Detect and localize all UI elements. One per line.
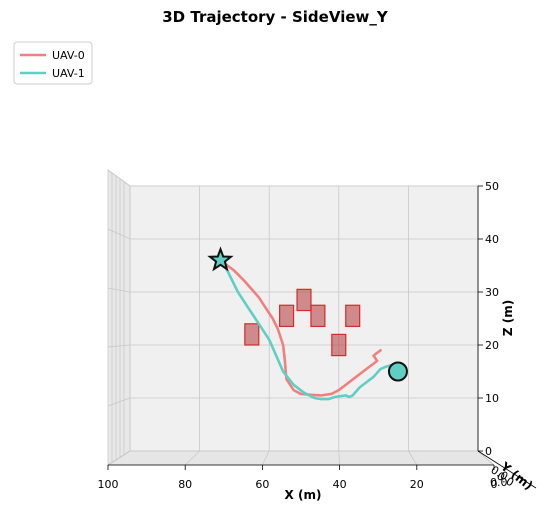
x-tick-label: 20 [410,478,424,491]
left-pane-gridline [107,169,131,187]
obstacle-box [244,323,260,346]
floor-gridline [477,450,495,466]
z-tick-label: 0 [485,445,492,458]
obstacles [244,288,361,357]
x-axis-label: X (m) [285,488,322,502]
floor-gridline [408,450,418,466]
legend-label-uav-1: UAV-1 [52,67,85,80]
trajectory-line-uav-0 [219,258,382,397]
z-tick-label: 10 [485,392,499,405]
obstacle-box [279,304,295,328]
axes-panes [106,169,496,466]
floor-gridline [338,450,340,466]
legend-label-uav-0: UAV-0 [52,49,85,62]
floor-gridlines [107,450,495,466]
end-circle-marker [387,361,408,382]
z-tick-label: 20 [485,339,499,352]
z-tick-label: 30 [485,286,499,299]
obstacle-box [310,304,326,328]
left-pane-gridlines [107,169,131,466]
x-tick-label: 80 [178,478,192,491]
obstacle-box [345,304,361,328]
x-tick-label: 100 [98,478,119,491]
left-pane [107,169,131,466]
floor-gridline [184,450,200,466]
trajectory-line-uav-1 [219,258,400,401]
start-star-marker [207,246,234,272]
back-pane [129,185,479,452]
floor-gridline [262,450,270,466]
z-tick-label: 40 [485,233,499,246]
y-axis-ticks: 0.0 0.0 0.0 Y (m) [489,459,536,493]
x-ticks: 100 80 60 40 20 0 [98,465,498,491]
floor-gridline [107,450,131,466]
chart-title: 3D Trajectory - SideView_Y [162,8,389,26]
floor-pane [106,450,496,466]
z-ticks: 0 10 20 30 40 50 [478,180,499,458]
y-axis-line [477,450,537,489]
trajectories [219,258,400,401]
legend: UAV-0 UAV-1 [13,41,93,85]
markers [207,246,408,382]
x-tick-label: 0 [491,478,498,491]
obstacle-box [296,288,312,312]
z-tick-label: 50 [485,180,499,193]
x-tick-label: 60 [255,478,269,491]
y-tick-label: 0.0 [490,476,508,489]
obstacle-box [331,333,347,357]
x-tick-label: 40 [333,478,347,491]
z-axis-label: Z (m) [501,300,515,336]
